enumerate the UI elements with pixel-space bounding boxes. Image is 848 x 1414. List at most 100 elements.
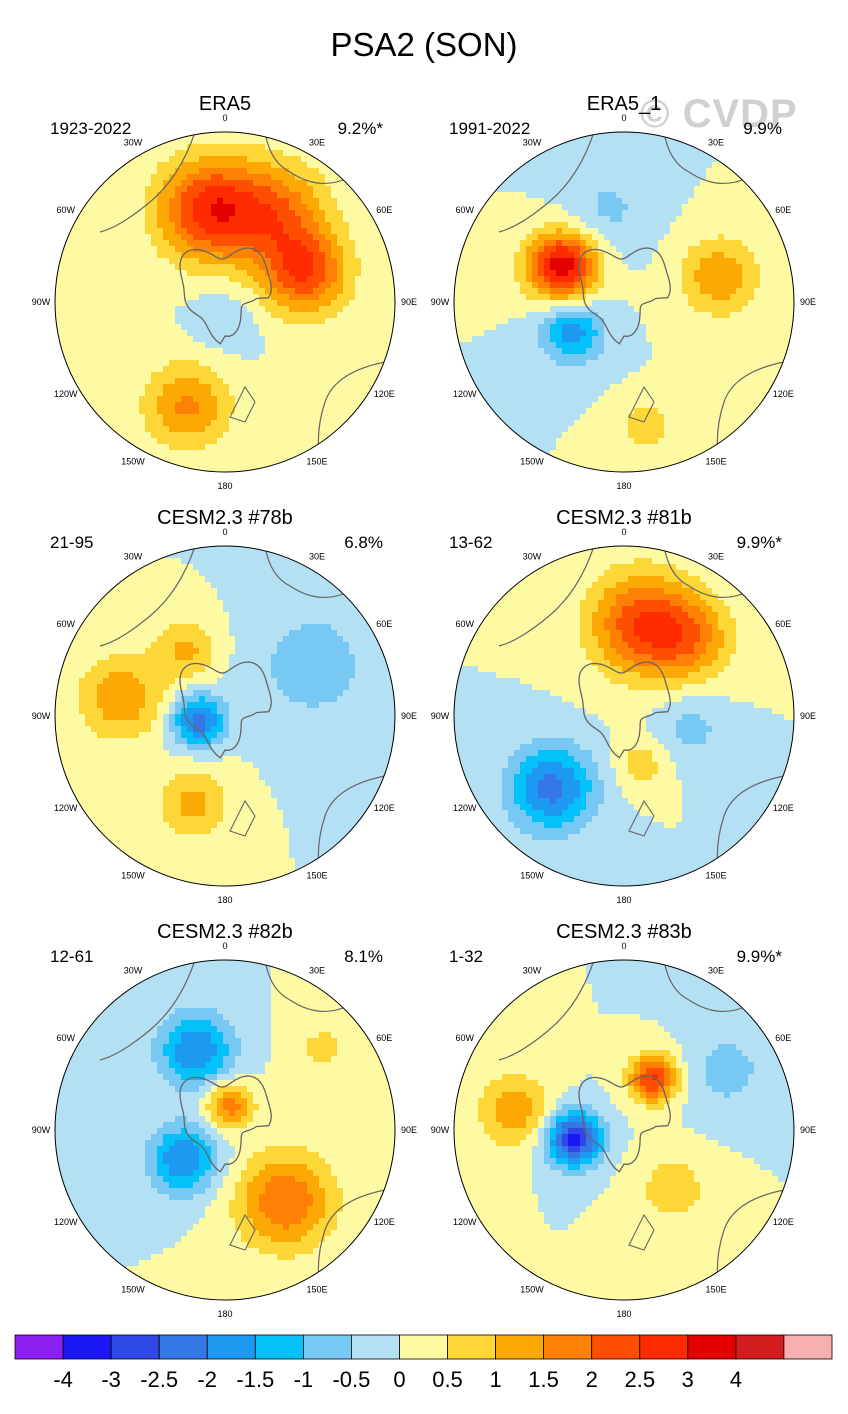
field-cell bbox=[103, 372, 110, 379]
field-cell bbox=[175, 300, 182, 307]
field-cell bbox=[133, 282, 140, 289]
field-cell bbox=[175, 270, 182, 277]
field-cell bbox=[556, 150, 563, 157]
field-cell bbox=[91, 342, 98, 349]
field-cell bbox=[187, 276, 194, 283]
field-cell bbox=[109, 180, 116, 187]
field-cell bbox=[229, 294, 236, 301]
field-cell bbox=[145, 318, 152, 325]
field-cell bbox=[574, 234, 581, 241]
field-cell bbox=[265, 336, 272, 343]
field-cell bbox=[319, 306, 326, 313]
field-cell bbox=[760, 282, 767, 289]
field-cell bbox=[712, 156, 719, 163]
field-cell bbox=[325, 444, 332, 451]
field-cell bbox=[367, 402, 374, 409]
field-cell bbox=[283, 318, 290, 325]
field-cell bbox=[67, 174, 74, 181]
field-cell bbox=[67, 318, 74, 325]
field-cell bbox=[379, 378, 386, 385]
field-cell bbox=[121, 342, 128, 349]
field-cell bbox=[700, 282, 707, 289]
field-cell bbox=[253, 174, 260, 181]
field-cell bbox=[610, 192, 617, 199]
field-cell bbox=[115, 420, 122, 427]
field-cell bbox=[712, 150, 719, 157]
field-cell bbox=[223, 282, 230, 289]
field-cell bbox=[748, 282, 755, 289]
field-cell bbox=[307, 390, 314, 397]
field-cell bbox=[373, 318, 380, 325]
field-cell bbox=[664, 246, 671, 253]
field-cell bbox=[259, 384, 266, 391]
field-cell bbox=[163, 396, 170, 403]
field-cell bbox=[391, 132, 395, 139]
field-cell bbox=[532, 270, 539, 277]
field-cell bbox=[211, 348, 218, 355]
field-cell bbox=[319, 348, 326, 355]
field-cell bbox=[379, 438, 386, 445]
field-cell bbox=[349, 294, 356, 301]
field-cell bbox=[658, 156, 665, 163]
field-cell bbox=[349, 174, 356, 181]
field-cell bbox=[259, 414, 266, 421]
field-cell bbox=[73, 366, 80, 373]
field-cell bbox=[151, 342, 158, 349]
field-cell bbox=[121, 336, 128, 343]
field-cell bbox=[604, 204, 611, 211]
field-cell bbox=[490, 282, 497, 289]
field-cell bbox=[241, 138, 248, 145]
field-cell bbox=[694, 132, 701, 139]
field-cell bbox=[466, 198, 473, 205]
field-cell bbox=[55, 162, 62, 169]
field-cell bbox=[73, 234, 80, 241]
field-cell bbox=[604, 246, 611, 253]
field-cell bbox=[646, 204, 653, 211]
field-cell bbox=[193, 414, 200, 421]
field-cell bbox=[508, 258, 515, 265]
field-cell bbox=[367, 312, 374, 319]
field-cell bbox=[211, 330, 218, 337]
field-cell bbox=[241, 426, 248, 433]
field-cell bbox=[175, 360, 182, 367]
field-cell bbox=[676, 294, 683, 301]
field-cell bbox=[241, 342, 248, 349]
field-cell bbox=[115, 264, 122, 271]
field-cell bbox=[157, 204, 164, 211]
field-cell bbox=[622, 264, 629, 271]
field-cell bbox=[91, 258, 98, 265]
field-cell bbox=[253, 372, 260, 379]
field-cell bbox=[301, 420, 308, 427]
field-cell bbox=[742, 216, 749, 223]
field-cell bbox=[343, 300, 350, 307]
field-cell bbox=[718, 282, 725, 289]
field-cell bbox=[217, 198, 224, 205]
field-cell bbox=[133, 336, 140, 343]
field-cell bbox=[574, 174, 581, 181]
field-cell bbox=[313, 396, 320, 403]
field-cell bbox=[610, 282, 617, 289]
field-cell bbox=[391, 222, 395, 229]
field-cell bbox=[508, 156, 515, 163]
field-cell bbox=[355, 270, 362, 277]
field-cell bbox=[502, 192, 509, 199]
field-cell bbox=[151, 162, 158, 169]
field-cell bbox=[211, 258, 218, 265]
field-cell bbox=[784, 234, 791, 241]
field-cell bbox=[301, 150, 308, 157]
field-cell bbox=[748, 276, 755, 283]
field-cell bbox=[319, 396, 326, 403]
field-cell bbox=[331, 390, 338, 397]
field-cell bbox=[325, 192, 332, 199]
field-cell bbox=[181, 378, 188, 385]
field-cell bbox=[331, 282, 338, 289]
field-cell bbox=[151, 186, 158, 193]
field-cell bbox=[175, 240, 182, 247]
field-cell bbox=[508, 210, 515, 217]
field-cell bbox=[247, 270, 254, 277]
field-cell bbox=[640, 228, 647, 235]
field-cell bbox=[91, 216, 98, 223]
field-cell bbox=[736, 240, 743, 247]
field-cell bbox=[199, 228, 206, 235]
field-cell bbox=[760, 246, 767, 253]
